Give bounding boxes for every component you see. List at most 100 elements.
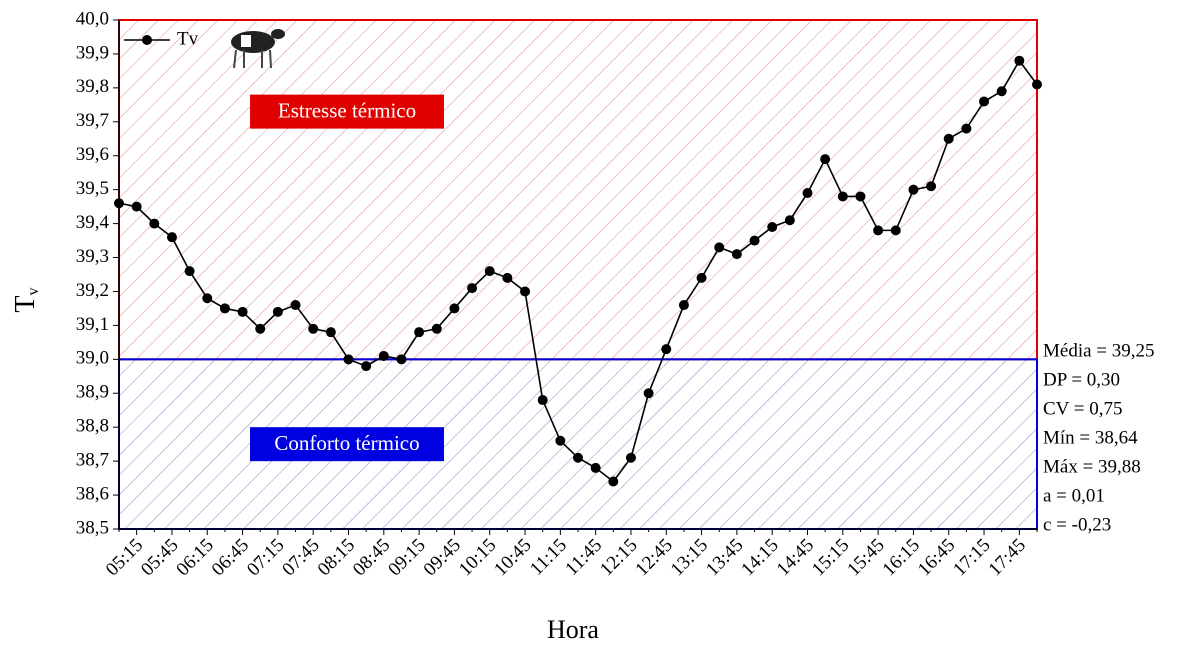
data-point xyxy=(979,96,990,107)
data-point xyxy=(643,388,654,399)
x-tick-label: 07:45 xyxy=(278,535,323,580)
x-tick-label: 14:15 xyxy=(737,535,782,580)
data-point xyxy=(219,303,230,314)
data-point xyxy=(431,323,442,334)
data-point xyxy=(131,201,142,212)
data-point xyxy=(308,323,319,334)
y-axis-title-sub: v xyxy=(25,287,42,295)
y-tick-label: 38,7 xyxy=(76,449,109,470)
stat-annotation: Máx = 39,88 xyxy=(1043,456,1141,477)
data-point xyxy=(749,235,760,246)
stat-annotation: c = -0,23 xyxy=(1043,514,1111,535)
data-point xyxy=(325,327,336,338)
data-point xyxy=(449,303,460,314)
y-tick-label: 39,3 xyxy=(76,246,109,267)
x-tick-label: 10:15 xyxy=(455,535,500,580)
data-point xyxy=(520,286,531,297)
data-point xyxy=(590,462,601,473)
x-tick-label: 17:45 xyxy=(985,535,1030,580)
x-tick-label: 05:15 xyxy=(102,535,147,580)
y-tick-label: 38,9 xyxy=(76,382,109,403)
data-point xyxy=(272,306,283,317)
data-point xyxy=(184,266,195,277)
x-tick-label: 10:45 xyxy=(490,535,535,580)
y-tick-label: 39,0 xyxy=(76,348,109,369)
x-tick-label: 09:15 xyxy=(384,535,429,580)
x-tick-label: 16:15 xyxy=(879,535,924,580)
x-tick-label: 12:15 xyxy=(596,535,641,580)
x-tick-label: 11:45 xyxy=(561,535,606,580)
x-tick-label: 14:45 xyxy=(773,535,818,580)
y-tick-label: 38,8 xyxy=(76,416,109,437)
data-point xyxy=(502,272,513,283)
data-point xyxy=(1014,55,1025,66)
data-point xyxy=(484,266,495,277)
data-point xyxy=(378,350,389,361)
data-point xyxy=(767,221,778,232)
data-point xyxy=(573,452,583,463)
data-point xyxy=(237,306,248,317)
data-point xyxy=(784,215,795,226)
y-tick-label: 39,4 xyxy=(76,212,110,233)
data-point xyxy=(1032,79,1042,90)
x-tick-label: 17:15 xyxy=(949,535,994,580)
x-tick-label: 08:45 xyxy=(349,535,394,580)
data-point xyxy=(873,225,884,236)
legend-marker xyxy=(142,35,152,45)
x-tick-label: 11:15 xyxy=(526,535,571,580)
y-axis-title-main: T xyxy=(10,295,41,312)
data-point xyxy=(678,300,689,311)
x-tick-label: 13:15 xyxy=(667,535,712,580)
data-point xyxy=(943,133,954,144)
data-point xyxy=(714,242,725,253)
data-point xyxy=(625,452,636,463)
x-tick-label: 06:15 xyxy=(172,535,217,580)
y-tick-label: 38,5 xyxy=(76,517,109,538)
x-tick-label: 07:15 xyxy=(243,535,288,580)
data-point xyxy=(467,283,478,294)
stat-annotation: DP = 0,30 xyxy=(1043,369,1120,390)
x-tick-label: 09:45 xyxy=(420,535,465,580)
region-label: Estresse térmico xyxy=(278,98,416,122)
x-tick-label: 06:45 xyxy=(208,535,253,580)
x-axis-title: Hora xyxy=(547,615,599,644)
data-point xyxy=(696,272,707,283)
data-point xyxy=(820,154,831,165)
y-tick-label: 39,5 xyxy=(76,178,109,199)
data-point xyxy=(202,293,213,304)
cow-icon xyxy=(231,29,285,69)
data-point xyxy=(114,198,124,209)
data-point xyxy=(802,188,813,199)
data-point xyxy=(396,354,407,365)
x-tick-label: 15:45 xyxy=(843,535,888,580)
y-axis-title: Tv xyxy=(10,287,41,312)
x-tick-label: 05:45 xyxy=(137,535,182,580)
data-point xyxy=(731,249,742,260)
y-tick-label: 39,7 xyxy=(76,110,109,131)
data-point xyxy=(555,435,566,446)
data-point xyxy=(837,191,848,202)
data-point xyxy=(343,354,354,365)
stat-annotation: Média = 39,25 xyxy=(1043,340,1155,361)
region-label: Conforto térmico xyxy=(274,431,419,455)
region xyxy=(118,19,1038,361)
x-tick-label: 08:15 xyxy=(314,535,359,580)
data-point xyxy=(926,181,937,192)
stat-annotation: a = 0,01 xyxy=(1043,485,1105,506)
data-point xyxy=(890,225,901,236)
data-point xyxy=(961,123,972,134)
data-point xyxy=(414,327,425,338)
stat-annotation: Mín = 38,64 xyxy=(1043,427,1138,448)
data-point xyxy=(908,184,919,195)
y-tick-label: 39,9 xyxy=(76,42,109,63)
data-point xyxy=(166,232,177,243)
data-point xyxy=(361,361,372,372)
data-point xyxy=(537,395,548,406)
region-label-box xyxy=(250,427,444,462)
data-point xyxy=(149,218,160,229)
y-tick-label: 39,6 xyxy=(76,144,109,165)
y-tick-label: 39,8 xyxy=(76,76,109,97)
data-point xyxy=(996,86,1007,97)
data-point xyxy=(608,476,619,487)
x-tick-label: 15:15 xyxy=(808,535,853,580)
